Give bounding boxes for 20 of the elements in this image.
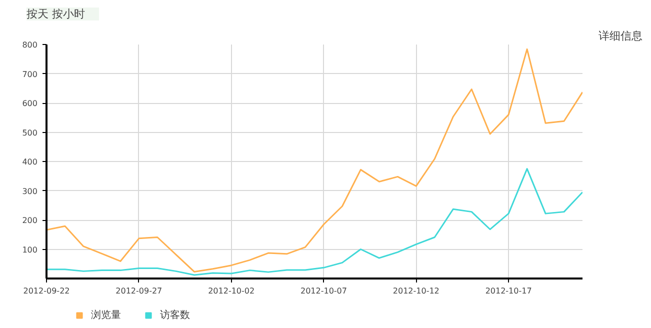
y-tick-label: 600 [22, 99, 38, 108]
legend-label: 访客数 [160, 308, 190, 322]
text: 详细信息 [598, 30, 642, 42]
y-tick-label: 100 [22, 245, 38, 254]
y-tick-label: 400 [22, 158, 38, 166]
text: 按天 按小时 [26, 8, 85, 20]
line-series [46, 48, 582, 273]
y-tick-label: 500 [22, 128, 38, 138]
legend-label: 浏览量 [91, 308, 121, 322]
y-tick-label: 700 [22, 70, 38, 79]
x-tick-label: 2012-09-22 [23, 286, 70, 296]
x-tick-label: 2012-10-12 [392, 286, 440, 296]
x-tick-label: 2012-10-17 [485, 286, 532, 296]
x-tick-label: 2012-10-07 [300, 286, 347, 296]
x-tick-label: 2012-09-27 [116, 286, 162, 296]
line-series [46, 168, 582, 276]
x-tick-label: 2012-10-02 [208, 286, 255, 296]
y-tick-label: 800 [22, 40, 38, 50]
y-tick-label: 200 [22, 216, 38, 225]
y-tick-label: 300 [22, 186, 38, 196]
